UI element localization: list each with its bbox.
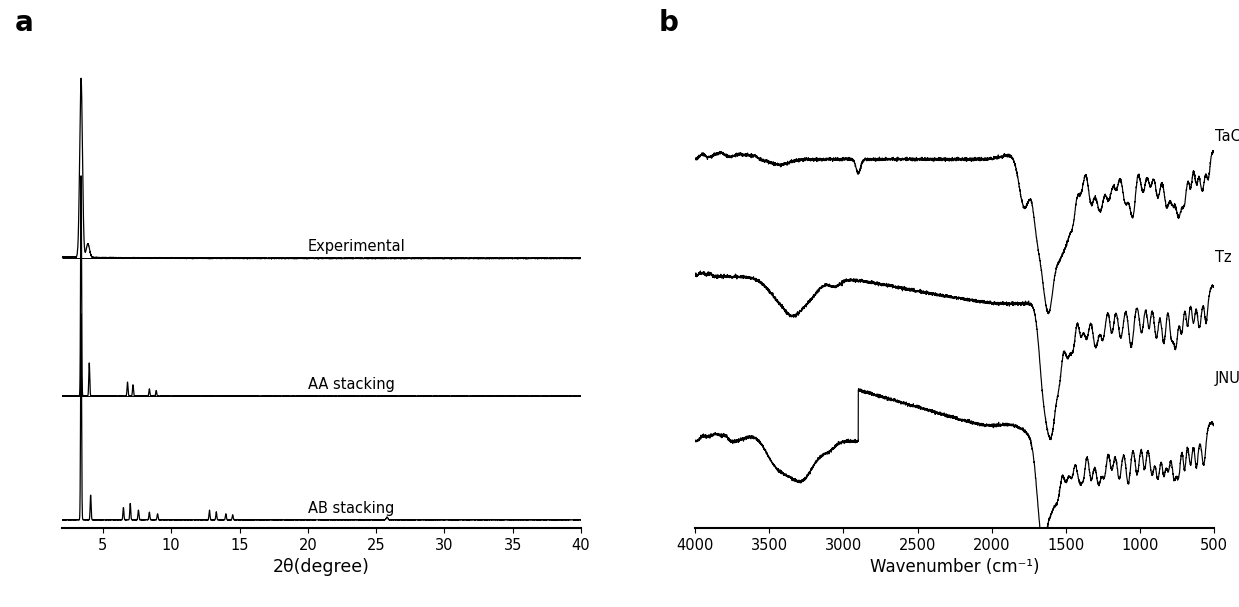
Text: Experimental: Experimental: [307, 239, 405, 254]
Text: AB stacking: AB stacking: [307, 501, 394, 516]
Text: a: a: [15, 9, 33, 37]
Text: TaCl: TaCl: [1215, 129, 1239, 144]
X-axis label: Wavenumber (cm⁻¹): Wavenumber (cm⁻¹): [870, 558, 1040, 577]
Text: b: b: [659, 9, 679, 37]
Text: Tz: Tz: [1215, 250, 1232, 265]
Text: JNU-1: JNU-1: [1215, 371, 1239, 386]
X-axis label: 2θ(degree): 2θ(degree): [273, 558, 370, 577]
Text: AA stacking: AA stacking: [307, 377, 395, 392]
